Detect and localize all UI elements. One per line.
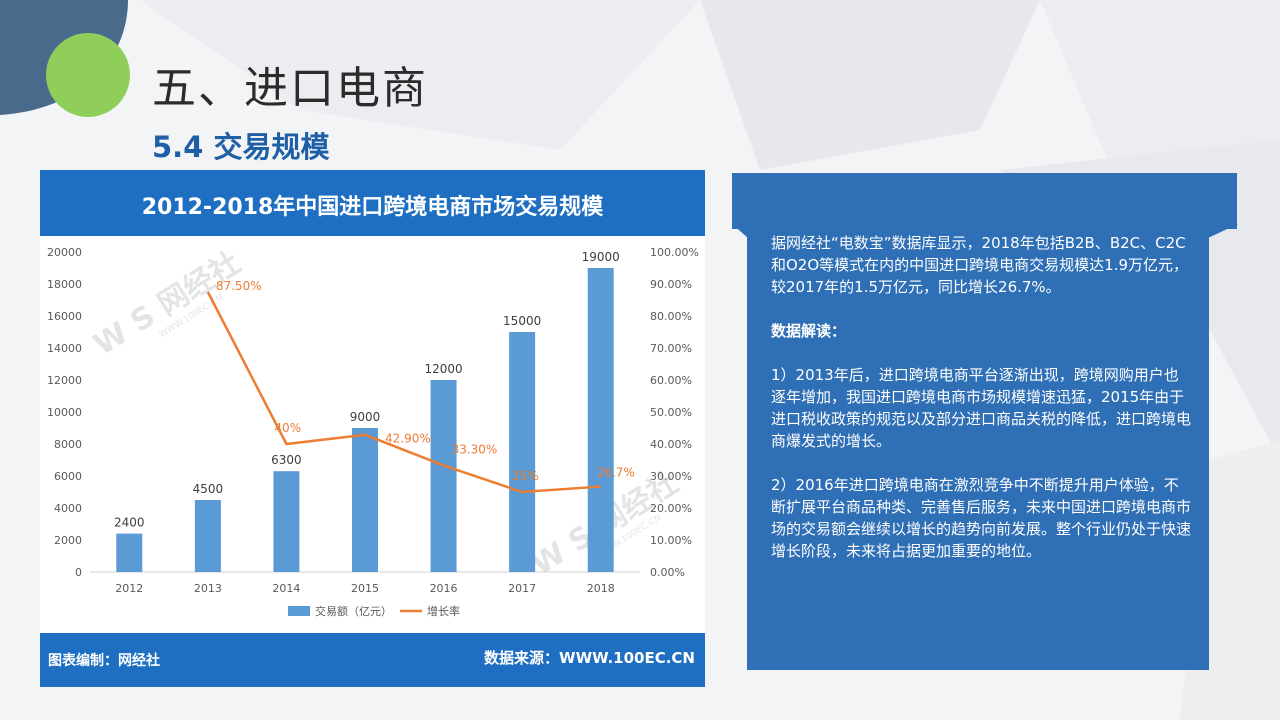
bar-2016 bbox=[430, 380, 457, 572]
y-left-tick-label: 20000 bbox=[47, 246, 82, 259]
y-left-tick-label: 6000 bbox=[54, 470, 82, 483]
bar-2017 bbox=[509, 332, 536, 572]
summary-paragraph: 据网经社“电数宝”数据库显示，2018年包括B2B、B2C、C2C和O2O等模式… bbox=[771, 234, 1189, 296]
y-right-tick-label: 90.00% bbox=[650, 278, 692, 291]
slide-subtitle: 5.4 交易规模 bbox=[152, 130, 330, 164]
text-panel-header-band bbox=[732, 173, 1237, 229]
growth-rate-label: 33.30% bbox=[452, 442, 498, 456]
bar-value-label: 19000 bbox=[582, 250, 620, 264]
y-right-tick-label: 100.00% bbox=[650, 246, 699, 259]
y-right-tick-label: 30.00% bbox=[650, 470, 692, 483]
legend-label-line: 增长率 bbox=[427, 604, 460, 618]
chart-footer: 图表编制：网经社 数据来源：WWW.100EC.CN bbox=[40, 633, 705, 687]
bar-2015 bbox=[352, 428, 378, 572]
y-right-tick-label: 20.00% bbox=[650, 502, 692, 515]
bar-2012 bbox=[116, 533, 143, 572]
analysis-point-2: 2）2016年进口跨境电商在激烈竞争中不断提升用户体验，不断扩展平台商品种类、完… bbox=[771, 476, 1192, 560]
y-right-tick-label: 50.00% bbox=[650, 406, 692, 419]
growth-rate-label: 26.7% bbox=[597, 466, 635, 480]
y-right-tick-label: 80.00% bbox=[650, 310, 692, 323]
bar-value-label: 2400 bbox=[114, 516, 145, 530]
growth-rate-label: 42.90% bbox=[385, 432, 431, 446]
y-right-tick-label: 0.00% bbox=[650, 566, 685, 579]
y-left-tick-label: 14000 bbox=[47, 342, 82, 355]
x-tick-label: 2017 bbox=[508, 582, 536, 595]
bar-2014 bbox=[273, 471, 300, 572]
y-left-tick-label: 0 bbox=[75, 566, 82, 579]
y-left-tick-label: 8000 bbox=[54, 438, 82, 451]
y-left-tick-label: 10000 bbox=[47, 406, 82, 419]
y-left-tick-label: 12000 bbox=[47, 374, 82, 387]
chart-compiler-credit: 图表编制：网经社 bbox=[48, 653, 160, 669]
x-tick-label: 2015 bbox=[351, 582, 379, 595]
bar-value-label: 9000 bbox=[350, 410, 381, 424]
text-panel-body: 据网经社“电数宝”数据库显示，2018年包括B2B、B2C、C2C和O2O等模式… bbox=[771, 232, 1191, 584]
y-right-tick-label: 40.00% bbox=[650, 438, 692, 451]
y-right-tick-label: 10.00% bbox=[650, 534, 692, 547]
x-tick-label: 2012 bbox=[115, 582, 143, 595]
slide-title: 五、进口电商 bbox=[152, 63, 428, 114]
chart-header-title: 2012-2018年中国进口跨境电商市场交易规模 bbox=[40, 170, 705, 236]
legend-swatch-bar bbox=[288, 606, 310, 616]
y-left-tick-label: 4000 bbox=[54, 502, 82, 515]
y-left-tick-label: 18000 bbox=[47, 278, 82, 291]
x-tick-label: 2018 bbox=[587, 582, 615, 595]
corner-circle-green bbox=[46, 33, 130, 117]
panel-notch-left bbox=[732, 224, 748, 238]
bar-2013 bbox=[194, 500, 221, 572]
bar-value-label: 12000 bbox=[424, 362, 462, 376]
growth-rate-label: 40% bbox=[274, 421, 301, 435]
watermark-text: W S 网经社 bbox=[88, 245, 247, 362]
legend-label-bar: 交易额（亿元） bbox=[315, 604, 392, 618]
growth-rate-label: 25% bbox=[512, 469, 539, 483]
y-left-tick-label: 2000 bbox=[54, 534, 82, 547]
x-tick-label: 2013 bbox=[194, 582, 222, 595]
bar-2018 bbox=[587, 268, 614, 572]
growth-rate-line bbox=[206, 291, 601, 494]
y-left-tick-label: 16000 bbox=[47, 310, 82, 323]
text-panel bbox=[747, 224, 1209, 670]
panel-notch-right bbox=[1208, 224, 1238, 238]
chart-panel: 2012-2018年中国进口跨境电商市场交易规模 W S 网经社 WWW.100E… bbox=[40, 170, 705, 687]
x-tick-label: 2016 bbox=[430, 582, 458, 595]
bar-value-label: 6300 bbox=[271, 453, 302, 467]
growth-rate-label: 87.50% bbox=[216, 279, 262, 293]
y-right-tick-label: 60.00% bbox=[650, 374, 692, 387]
y-right-tick-label: 70.00% bbox=[650, 342, 692, 355]
bar-value-label: 4500 bbox=[193, 482, 224, 496]
bar-value-label: 15000 bbox=[503, 314, 541, 328]
chart-data-source: 数据来源：WWW.100EC.CN bbox=[484, 649, 695, 667]
analysis-heading: 数据解读： bbox=[771, 322, 847, 340]
analysis-point-1: 1）2013年后，进口跨境电商平台逐渐出现，跨境网购用户也逐年增加，我国进口跨境… bbox=[771, 366, 1192, 450]
x-tick-label: 2014 bbox=[272, 582, 300, 595]
